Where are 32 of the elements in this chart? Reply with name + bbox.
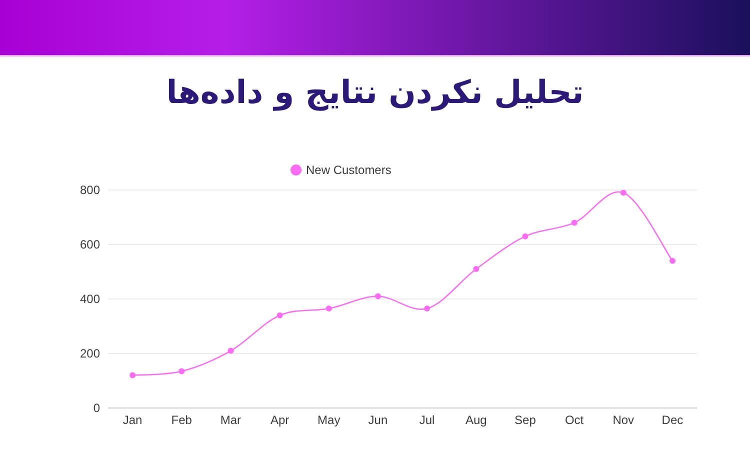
point (473, 266, 480, 272)
point (669, 258, 676, 264)
point (571, 220, 578, 226)
legend: New Customers (290, 163, 392, 177)
point (326, 306, 332, 312)
point (620, 190, 626, 196)
x-tick-label: Dec (662, 413, 684, 427)
x-tick-label: Sep (514, 413, 536, 427)
x-tick-label: Aug (465, 413, 487, 427)
point (424, 306, 430, 312)
x-tick-label: Oct (564, 413, 584, 427)
x-tick-label: Nov (612, 413, 634, 427)
y-tick-label: 200 (80, 346, 100, 360)
point (178, 368, 185, 374)
point (374, 293, 381, 300)
x-tick-label: Jun (368, 413, 388, 427)
point (522, 233, 528, 240)
y-tick-label: 0 (93, 401, 100, 415)
x-tick-label: May (318, 413, 340, 427)
y-tick-label: 600 (80, 238, 100, 252)
x-tick-label: Jul (419, 413, 435, 427)
point (228, 348, 234, 354)
title: تحلیل نکردن نتایج و داده‌ها (166, 73, 584, 111)
y-tick-label: 800 (80, 183, 100, 197)
x-tick-label: Mar (220, 413, 242, 427)
point (130, 372, 136, 378)
x-tick-label: Apr (270, 413, 290, 427)
x-tick-label: Feb (171, 413, 192, 427)
legend-label: New Customers (306, 163, 392, 177)
x-tick-label: Jan (122, 413, 142, 427)
y-tick-label: 400 (80, 292, 100, 306)
point (276, 312, 283, 318)
